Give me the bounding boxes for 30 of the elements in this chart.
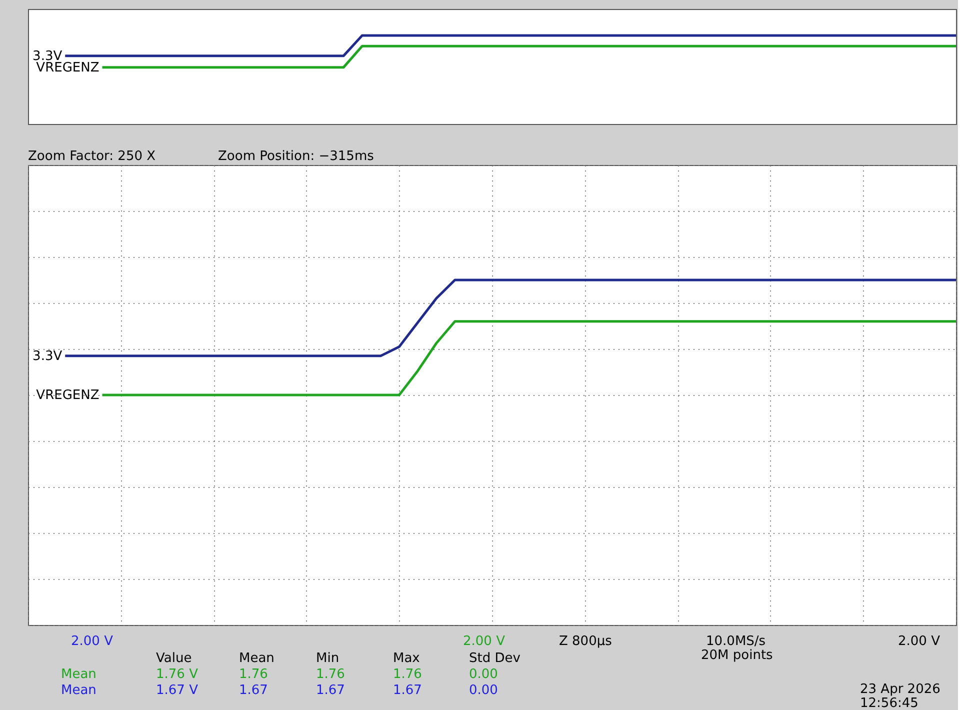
text: 2.00 V — [463, 634, 506, 649]
text: 1.76 — [239, 667, 268, 682]
text: Value — [156, 651, 192, 666]
text: Mean — [239, 651, 274, 666]
text: 1.67 V — [156, 683, 198, 698]
text: 1.76 — [316, 667, 345, 682]
text: 1.67 — [393, 683, 422, 698]
text: 1.67 — [239, 683, 268, 698]
text: 12:56:45 — [860, 696, 918, 710]
text: Min — [316, 651, 340, 666]
text: 0.00 — [469, 667, 498, 682]
text: 20M points — [701, 648, 774, 663]
text: Z 800µs — [559, 634, 612, 649]
series-label: VREGENZ — [36, 60, 100, 76]
series-label: VREGENZ — [36, 388, 100, 403]
text: Mean — [61, 667, 96, 682]
text: 2.00 V — [898, 634, 940, 649]
text: Zoom Position: −315ms — [218, 149, 374, 164]
text: 2.00 V — [71, 634, 114, 649]
text: 1.67 — [316, 683, 345, 698]
text: 10.0MS/s — [706, 634, 766, 649]
text: Mean — [61, 683, 96, 698]
text: Zoom Factor: 250 X — [28, 149, 156, 164]
series-label: 3.3V — [32, 348, 62, 364]
text: Max — [393, 651, 420, 666]
text: 0.00 — [469, 683, 498, 698]
text: 1.76 — [393, 667, 422, 682]
text: Std Dev — [469, 651, 521, 666]
text: 1.76 V — [156, 667, 198, 682]
text: 23 Apr 2026 — [860, 682, 940, 697]
